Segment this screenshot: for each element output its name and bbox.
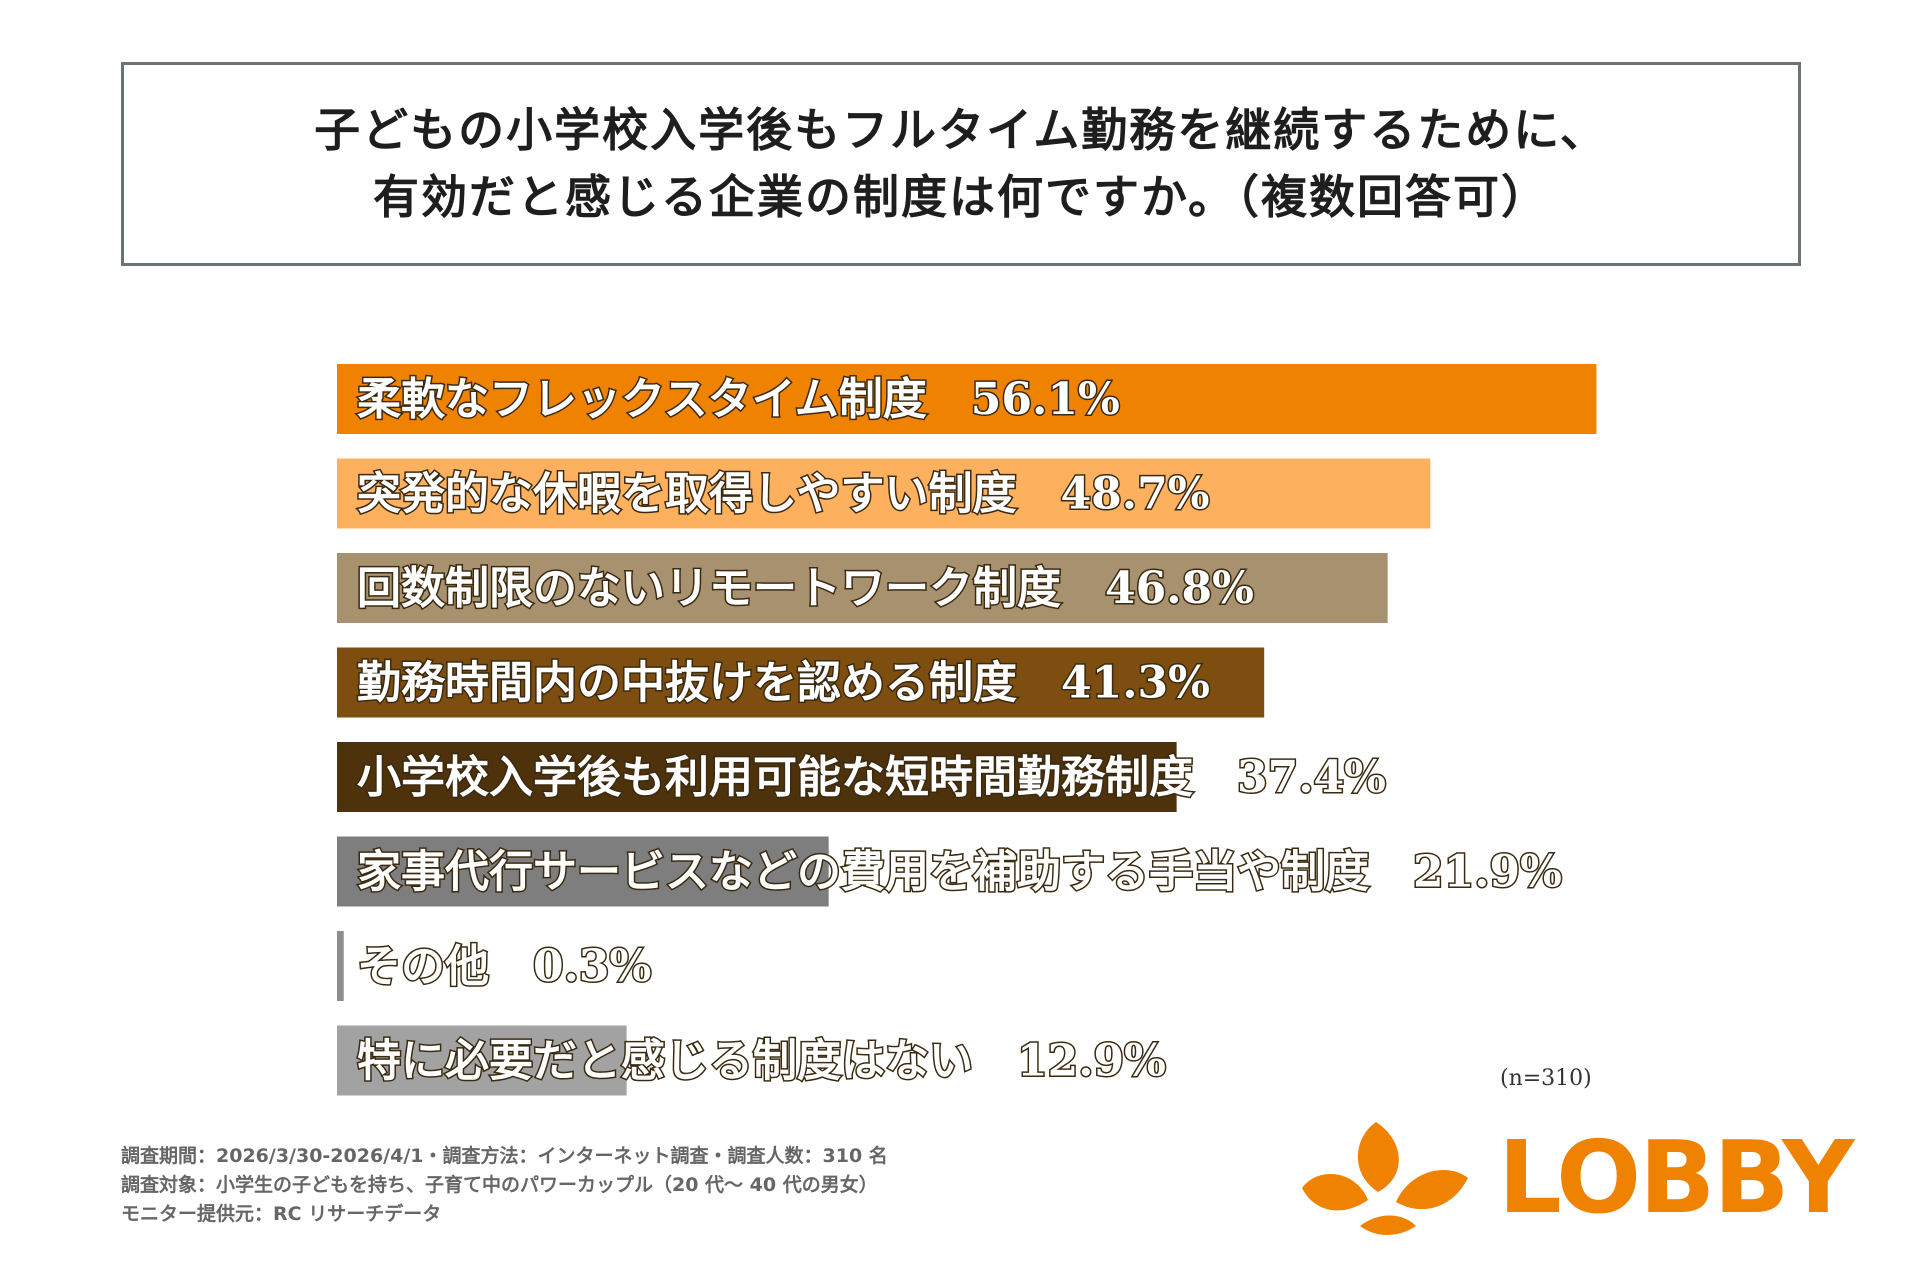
survey-footnote: 調査期間：2026/3/30-2026/4/1・調査方法：インターネット調査・調… xyxy=(121,1142,888,1229)
leaf-logo-icon xyxy=(1302,1122,1468,1235)
bar-label-6: 家事代行サービスなどの費用を補助する手当や制度 21.9% xyxy=(357,847,1562,898)
bar-label-8: 特に必要だと感じる制度はない 12.9% xyxy=(357,1036,1166,1087)
bar-5 xyxy=(337,742,1177,812)
bar-3 xyxy=(337,553,1388,623)
chart-title-line-1: 子どもの小学校入学後もフルタイム勤務を継続するために、 xyxy=(314,103,1608,158)
bar-1 xyxy=(337,364,1597,434)
bar-label-3: 回数制限のないリモートワーク制度 46.8% xyxy=(357,563,1254,614)
sample-size-label: (n=310) xyxy=(1500,1066,1592,1091)
bar-8 xyxy=(337,1025,627,1096)
bar-label-2: 突発的な休暇を取得しやすい制度 48.7% xyxy=(357,469,1210,520)
footnote-line-2: 調査対象：小学生の子どもを持ち、子育て中のパワーカップル（20 代〜 40 代の… xyxy=(121,1174,878,1196)
footnote-line-1: 調査期間：2026/3/30-2026/4/1・調査方法：インターネット調査・調… xyxy=(121,1145,888,1167)
bar-label-1: 柔軟なフレックスタイム制度 56.1% xyxy=(357,374,1120,425)
bar-label-5: 小学校入学後も利用可能な短時間勤務制度 37.4% xyxy=(357,752,1386,803)
bar-label-4: 勤務時間内の中抜けを認める制度 41.3% xyxy=(357,658,1210,709)
title-box: 子どもの小学校入学後もフルタイム勤務を継続するために、 有効だと感じる企業の制度… xyxy=(121,62,1801,266)
bar-label-7: その他 0.3% xyxy=(357,941,651,992)
logo-wordmark: LOBBY xyxy=(1498,1119,1855,1236)
bar-4 xyxy=(337,647,1265,718)
bar-2 xyxy=(337,458,1431,529)
bar-6 xyxy=(337,836,829,907)
lobby-logo: LOBBY xyxy=(1298,1118,1855,1238)
chart-title-line-2: 有効だと感じる企業の制度は何ですか。（複数回答可） xyxy=(372,170,1550,224)
bar-7 xyxy=(337,931,344,1001)
footnote-line-3: モニター提供元：RC リサーチデータ xyxy=(121,1203,442,1225)
